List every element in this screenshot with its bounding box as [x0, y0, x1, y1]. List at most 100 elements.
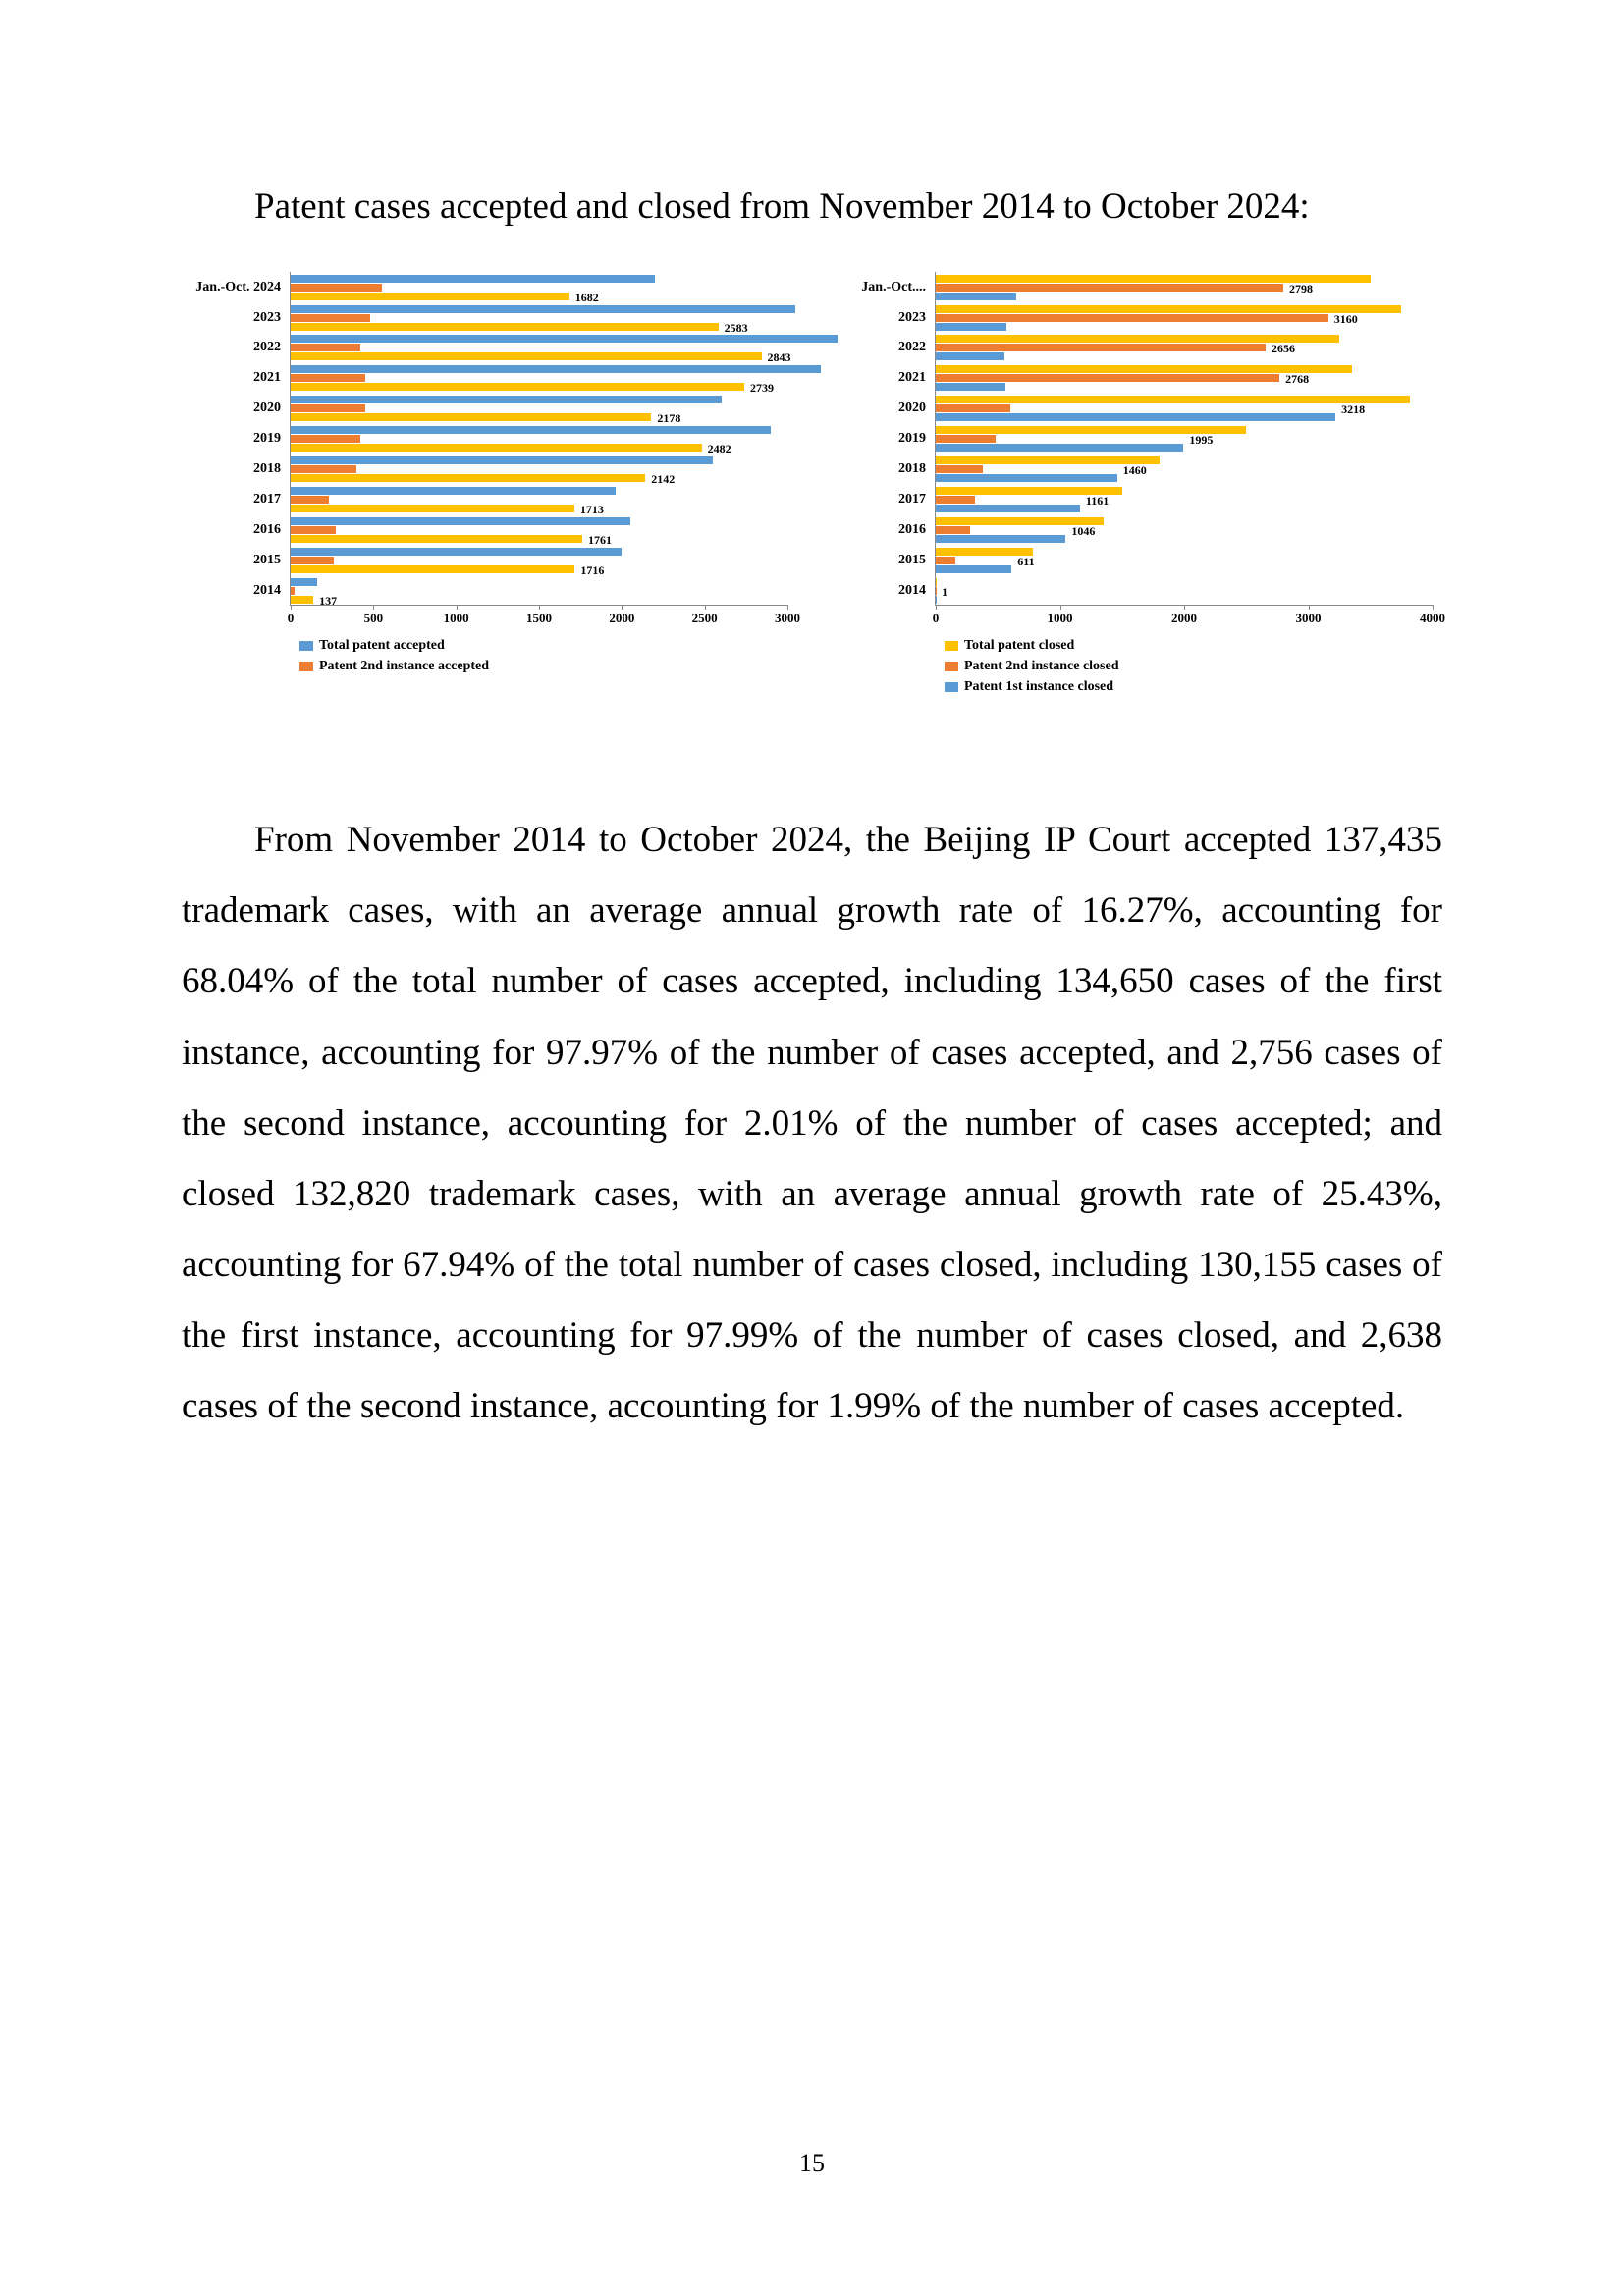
chart-accepted-legend: Total patent acceptedPatent 2nd instance…: [299, 635, 797, 676]
chart-accepted: 050010001500200025003000Jan.-Oct. 202416…: [182, 272, 797, 697]
chart-bar: [291, 565, 574, 573]
chart-bar: [936, 565, 1011, 573]
chart-bar: [291, 323, 719, 331]
legend-label: Patent 1st instance closed: [964, 676, 1113, 697]
page-number: 15: [0, 2149, 1624, 2178]
legend-swatch: [945, 641, 958, 651]
category-label: 2023: [828, 310, 926, 326]
chart-bar: [291, 365, 821, 373]
chart-bar: [291, 444, 702, 452]
chart-bar: [291, 344, 360, 351]
bar-value-label: 3218: [1341, 402, 1365, 417]
chart-bar: [936, 435, 996, 443]
axis-tick: 0: [288, 611, 295, 626]
axis-tick: 2000: [1171, 611, 1197, 626]
chart-row: 20212768: [936, 363, 1433, 394]
axis-tick: 2000: [609, 611, 634, 626]
chart-bar: [936, 374, 1279, 382]
category-label: 2019: [828, 431, 926, 447]
bar-value-label: 3160: [1334, 312, 1358, 327]
legend-swatch: [945, 682, 958, 692]
legend-swatch: [945, 662, 958, 671]
chart-bar: [291, 305, 795, 313]
chart-bar: [291, 293, 569, 300]
chart-bar: [291, 413, 651, 421]
chart-bar: [291, 496, 329, 504]
axis-tick: 1500: [526, 611, 552, 626]
category-label: 2015: [183, 553, 281, 568]
chart-closed-plot: 01000200030004000Jan.-Oct....27982023316…: [935, 272, 1433, 606]
axis-tick: 4000: [1420, 611, 1445, 626]
category-label: Jan.-Oct. 2024: [183, 280, 281, 295]
category-label: 2014: [183, 583, 281, 599]
chart-bar: [291, 465, 356, 473]
chart-bar: [936, 505, 1080, 512]
axis-tick: 0: [933, 611, 940, 626]
chart-bar: [936, 344, 1266, 351]
chart-bar: [936, 413, 1335, 421]
bar-value-label: 137: [319, 594, 337, 609]
chart-bar: [291, 548, 622, 556]
chart-bar: [936, 293, 1016, 300]
category-label: 2020: [828, 400, 926, 416]
legend-label: Patent 2nd instance closed: [964, 656, 1119, 676]
chart-row: 20233160: [936, 302, 1433, 333]
chart-bar: [291, 426, 771, 434]
axis-tick: 3000: [775, 611, 800, 626]
chart-bar: [291, 374, 365, 382]
chart-bar: [291, 435, 360, 443]
chart-bar: [291, 535, 582, 543]
intro-text: Patent cases accepted and closed from No…: [182, 172, 1442, 242]
category-label: 2018: [828, 461, 926, 477]
chart-bar: [291, 314, 370, 322]
chart-row: 20161046: [936, 514, 1433, 545]
chart-bar: [291, 352, 762, 360]
category-label: 2021: [183, 370, 281, 386]
legend-item: Patent 2nd instance closed: [945, 656, 1442, 676]
chart-bar: [936, 305, 1401, 313]
chart-bar: [936, 465, 983, 473]
chart-bar: [936, 284, 1283, 292]
chart-bar: [291, 474, 645, 482]
chart-bar: [936, 474, 1117, 482]
bar-value-label: 1046: [1071, 524, 1095, 539]
category-label: 2021: [828, 370, 926, 386]
chart-row: 20151716: [291, 545, 787, 575]
chart-bar: [291, 487, 616, 495]
legend-label: Patent 2nd instance accepted: [319, 656, 489, 676]
bar-value-label: 1460: [1123, 463, 1147, 478]
legend-item: Total patent closed: [945, 635, 1442, 656]
chart-bar: [936, 496, 975, 504]
chart-row: 20222656: [936, 333, 1433, 363]
chart-bar: [291, 517, 630, 525]
category-label: 2014: [828, 583, 926, 599]
bar-value-label: 2768: [1285, 372, 1309, 387]
category-label: 2020: [183, 400, 281, 416]
chart-bar: [291, 284, 382, 292]
chart-row: Jan.-Oct. 20241682: [291, 272, 787, 302]
chart-bar: [291, 383, 744, 391]
legend-swatch: [299, 662, 313, 671]
chart-bar: [936, 396, 1410, 403]
chart-bar: [936, 444, 1183, 452]
category-label: 2017: [828, 492, 926, 507]
chart-bar: [936, 383, 1005, 391]
chart-bar: [291, 275, 655, 283]
chart-bar: [936, 352, 1004, 360]
axis-tick: 1000: [1048, 611, 1073, 626]
chart-row: 20232583: [291, 302, 787, 333]
chart-row: 20182142: [291, 454, 787, 485]
bar-value-label: 611: [1017, 555, 1034, 569]
chart-bar: [291, 456, 713, 464]
chart-bar: [291, 335, 838, 343]
legend-label: Total patent accepted: [319, 635, 445, 656]
category-label: 2022: [828, 340, 926, 355]
bar-value-label: 1161: [1086, 494, 1109, 508]
chart-row: 20161761: [291, 514, 787, 545]
chart-bar: [936, 404, 1010, 412]
category-label: 2023: [183, 310, 281, 326]
category-label: 2016: [183, 522, 281, 538]
category-label: 2016: [828, 522, 926, 538]
chart-bar: [936, 314, 1328, 322]
chart-row: 2014137: [291, 575, 787, 606]
